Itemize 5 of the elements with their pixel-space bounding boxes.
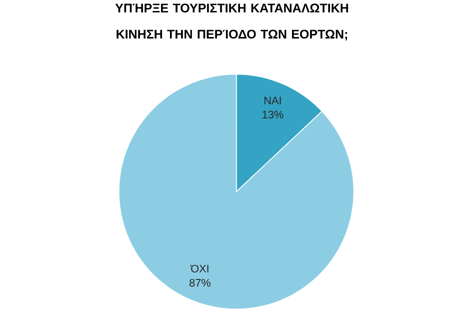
- chart-title: ΥΠΉΡΞΕ ΤΟΥΡΙΣΤΙΚΗ ΚΑΤΑΝΑΛΩΤΙΚΗ ΚΙΝΗΣΗ ΤΗΝ ΠΕΡΊΟΔΟ ΤΩΝ ΕΟΡΤΩΝ;: [115, 4, 348, 41]
- slice-label: ΌΧΙ: [190, 265, 208, 273]
- data-label: 13%: [262, 110, 284, 119]
- slice-label: ΝΑΙ: [264, 96, 281, 104]
- data-label: 87%: [190, 279, 210, 287]
